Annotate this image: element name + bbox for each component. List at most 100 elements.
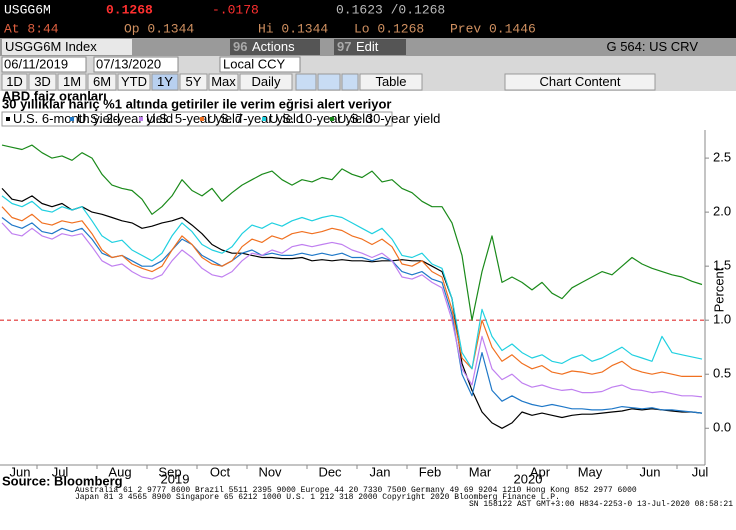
x-tick-label: Oct xyxy=(210,464,231,479)
chart-panel xyxy=(0,91,736,530)
x-tick-label: Aug xyxy=(108,464,131,479)
button[interactable] xyxy=(28,73,57,91)
x-tick-label: Dec xyxy=(318,464,342,479)
series-line xyxy=(1,144,703,321)
x-tick-label: Jun xyxy=(10,464,31,479)
legend-label: U.S. 5-year yield xyxy=(146,111,242,126)
button[interactable] xyxy=(504,73,656,91)
last-price: 0.1268 xyxy=(106,2,153,17)
button[interactable] xyxy=(359,73,423,91)
series-line xyxy=(1,222,703,398)
low: Lo 0.1268 xyxy=(354,21,424,36)
button-label: 1Y xyxy=(157,74,173,89)
y-axis-label: Percent xyxy=(711,267,726,312)
change: -.0178 xyxy=(212,2,259,17)
date-bar xyxy=(0,56,736,73)
currency-box[interactable] xyxy=(219,56,301,73)
legend-label: U.S. 10-year yield xyxy=(269,111,372,126)
legend-swatch xyxy=(200,117,204,121)
ticker: USGG6M xyxy=(4,2,51,17)
series-line xyxy=(1,206,702,377)
button[interactable] xyxy=(341,73,359,91)
button-label: 3D xyxy=(34,74,51,89)
button-label: Daily xyxy=(252,74,281,89)
x-tick-label: May xyxy=(578,464,603,479)
open: Op 0.1344 xyxy=(124,21,194,36)
actions-code: 96 xyxy=(233,39,247,54)
contacts-line-1: Australia 61 2 9777 8600 Brazil 5511 239… xyxy=(75,486,637,495)
chart: ABD faiz oranları 30 yıllıklar hariç %1 … xyxy=(0,88,731,486)
source: Source: Bloomberg xyxy=(2,473,123,488)
series-line xyxy=(1,195,703,370)
edit-code: 97 xyxy=(337,39,351,54)
legend-label: U.S. 6-month yield xyxy=(13,111,120,126)
legend-label: U.S. 2-year yield xyxy=(77,111,173,126)
y-tick-label: 1.5 xyxy=(713,258,731,273)
start-date-box[interactable] xyxy=(1,56,87,73)
session-info: SN 158122 AST GMT+3:00 H834-2253-0 13-Ju… xyxy=(469,500,733,509)
x-tick-label: Nov xyxy=(258,464,282,479)
contacts-line-2: Japan 81 3 4565 8900 Singapore 65 6212 1… xyxy=(75,493,560,502)
button-label: 6M xyxy=(93,74,111,89)
y-tick-label: 1.0 xyxy=(713,312,731,327)
button[interactable] xyxy=(1,73,28,91)
security-box[interactable] xyxy=(2,39,132,55)
x-tick-label: Mar xyxy=(469,464,492,479)
button-label: Table xyxy=(375,74,406,89)
button[interactable] xyxy=(239,73,293,91)
legend xyxy=(1,111,393,127)
button[interactable] xyxy=(179,73,208,91)
button[interactable] xyxy=(87,73,117,91)
currency: Local CCY xyxy=(223,56,285,71)
legend-swatch xyxy=(139,117,143,121)
edit-label: Edit xyxy=(356,39,379,54)
year-label: 2020 xyxy=(514,471,543,486)
button[interactable] xyxy=(57,73,87,91)
actions-label: Actions xyxy=(252,39,295,54)
chart-title: ABD faiz oranları xyxy=(2,88,107,103)
end-date-box[interactable] xyxy=(93,56,179,73)
x-tick-label: Feb xyxy=(419,464,441,479)
legend-swatch xyxy=(70,117,74,121)
y-tick-label: 2.0 xyxy=(713,204,731,219)
button-label: 1D xyxy=(6,74,23,89)
y-tick-label: 0.0 xyxy=(713,420,731,435)
function-code: G 564: US CRV xyxy=(606,39,698,54)
legend-label: U.S. 7-year yield xyxy=(207,111,303,126)
series-line xyxy=(1,187,703,429)
buttons: 1D 3D 1M 6M YTD 1Y 5Y Max Daily Table Chart Conten… xyxy=(1,73,656,91)
y-tick-label: 0.5 xyxy=(713,366,731,381)
prev: Prev 0.1446 xyxy=(450,21,536,36)
x-tick-label: Apr xyxy=(530,464,551,479)
legend-swatch xyxy=(6,117,10,121)
actions-menu[interactable] xyxy=(230,39,320,55)
button[interactable] xyxy=(208,73,239,91)
button[interactable] xyxy=(317,73,341,91)
edit-menu[interactable] xyxy=(334,39,406,55)
security: USGG6M Index xyxy=(5,39,97,54)
bid-ask: 0.1623 /0.1268 xyxy=(336,2,445,17)
time: At 8:44 xyxy=(4,21,59,36)
chart-subtitle: 30 yıllıklar hariç %1 altında getiriler … xyxy=(2,96,391,111)
start-date: 06/11/2019 xyxy=(4,56,68,71)
x-tick-label: Jan xyxy=(370,464,391,479)
x-tick-label: Sep xyxy=(158,464,181,479)
button-label: YTD xyxy=(121,74,147,89)
button[interactable] xyxy=(295,73,317,91)
button-label: Max xyxy=(211,74,236,89)
high: Hi 0.1344 xyxy=(258,21,328,36)
end-date: 07/13/2020 xyxy=(96,56,161,71)
quote-bar xyxy=(0,0,736,38)
x-tick-label: Jun xyxy=(640,464,661,479)
year-label: 2019 xyxy=(161,471,190,486)
button-label: 1M xyxy=(63,74,81,89)
legend-swatch xyxy=(262,117,266,121)
legend-swatch xyxy=(330,117,334,121)
button[interactable] xyxy=(151,73,179,91)
x-tick-label: Jul xyxy=(52,464,69,479)
button[interactable] xyxy=(117,73,151,91)
button-label: 5Y xyxy=(186,74,202,89)
y-tick-label: 2.5 xyxy=(713,150,731,165)
